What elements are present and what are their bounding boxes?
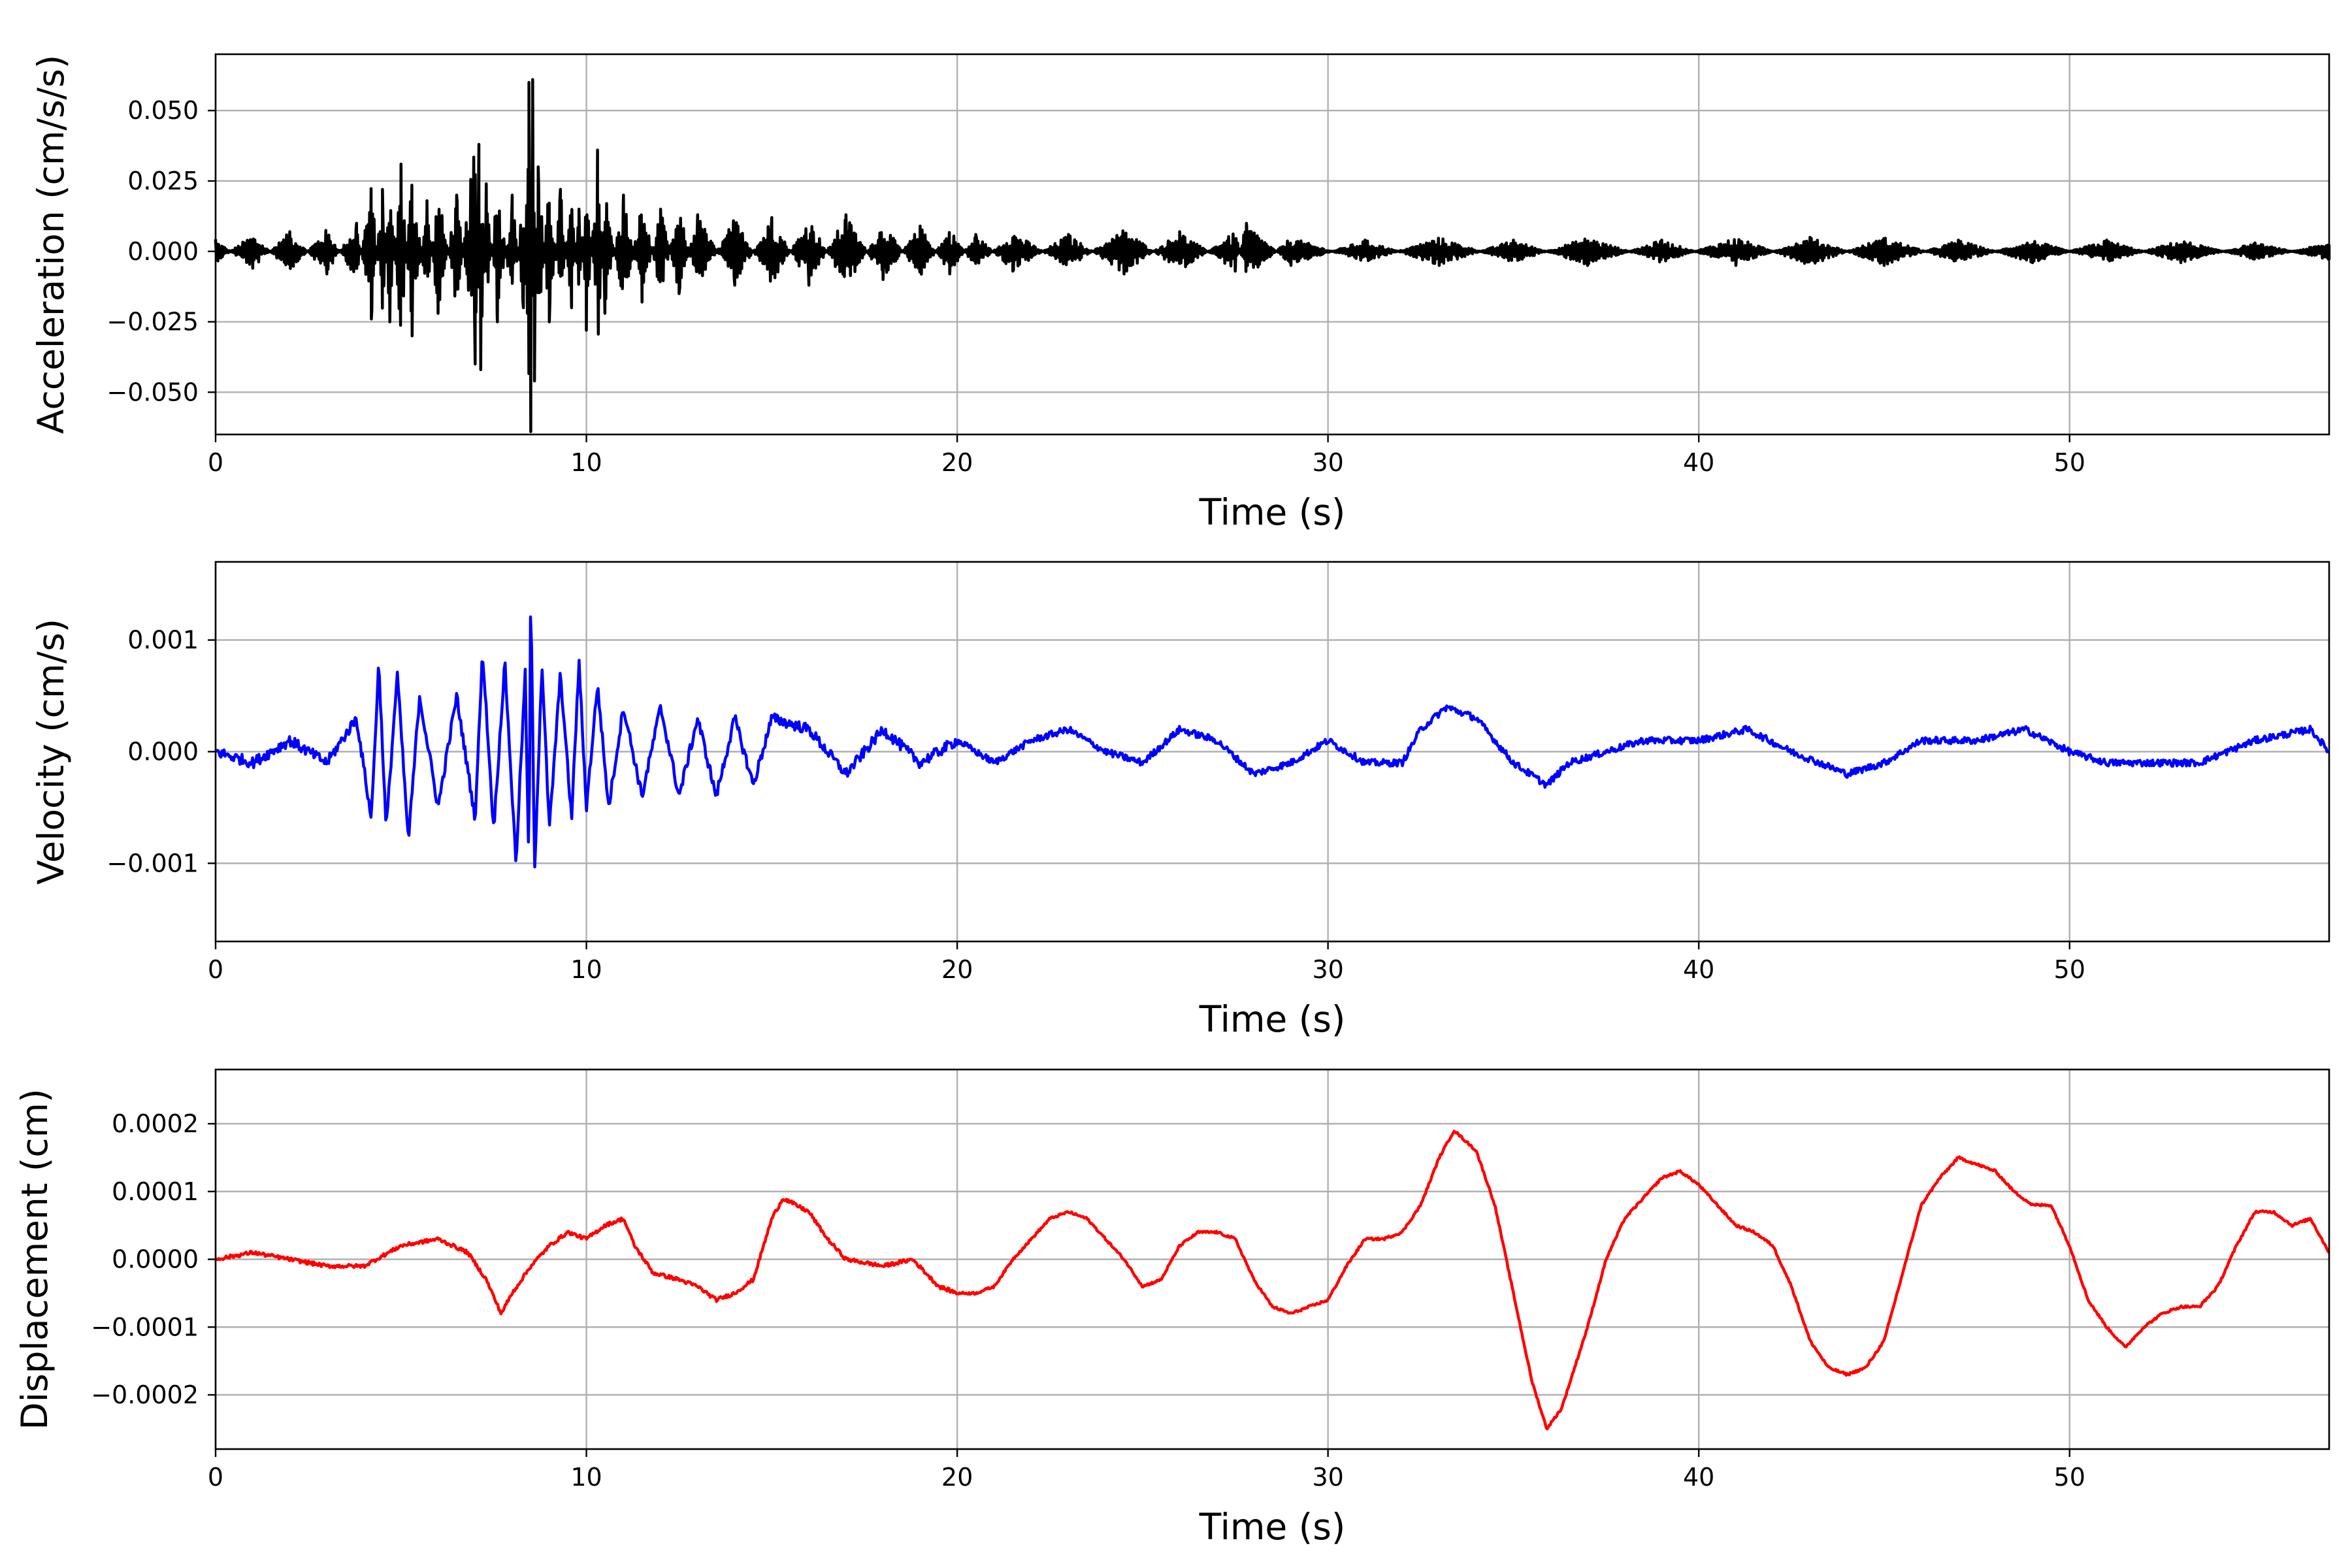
x-tick-label: 0 xyxy=(208,448,223,477)
x-tick-label: 30 xyxy=(1312,1463,1343,1492)
y-tick-label: 0.000 xyxy=(127,738,199,766)
x-axis-label: Time (s) xyxy=(1199,1506,1346,1548)
y-tick-label: 0.000 xyxy=(127,237,199,266)
x-tick-label: 40 xyxy=(1683,1463,1714,1492)
y-tick-label: 0.0000 xyxy=(112,1245,199,1274)
panel-1: 0 10 20 30 40 50 −0.050 −0.025 0.000 0.025 0.050 Ti… xyxy=(30,53,2331,533)
y-tick-label: −0.0002 xyxy=(91,1380,199,1409)
x-tick-label: 50 xyxy=(2054,955,2085,984)
panels: 0 10 20 30 40 50 −0.050 −0.025 0.000 0.025 0.050 Ti… xyxy=(14,53,2331,1548)
x-tick-label: 40 xyxy=(1683,955,1714,984)
y-axis-label: Displacement (cm) xyxy=(14,1088,56,1429)
x-tick-label: 50 xyxy=(2054,448,2085,477)
x-tick-label: 20 xyxy=(941,1463,973,1492)
y-tick-label: −0.001 xyxy=(106,849,199,877)
plot-frame xyxy=(214,53,2330,436)
y-tick-label: 0.050 xyxy=(127,96,199,125)
x-axis-label: Time (s) xyxy=(1199,491,1346,533)
panel-3: 0 10 20 30 40 50 −0.0002 −0.0001 0.0000 0.0001 0.0… xyxy=(14,1068,2330,1548)
y-tick-label: 0.001 xyxy=(127,626,199,655)
panel-2: 0 10 20 30 40 50 −0.001 0.000 0.001 Time (s) Veloc… xyxy=(30,561,2330,1040)
x-tick-label: 40 xyxy=(1683,448,1714,477)
x-axis-label: Time (s) xyxy=(1199,998,1346,1040)
x-tick-label: 0 xyxy=(208,955,223,984)
x-tick-label: 30 xyxy=(1312,955,1343,984)
series-line xyxy=(214,78,2331,433)
y-tick-label: 0.025 xyxy=(127,167,199,195)
y-axis-label: Acceleration (cm/s/s) xyxy=(30,55,72,434)
y-tick-label: 0.0001 xyxy=(112,1177,199,1206)
x-tick-label: 30 xyxy=(1312,448,1343,477)
x-tick-label: 10 xyxy=(570,1463,602,1492)
y-tick-label: −0.025 xyxy=(106,308,199,336)
series-line xyxy=(214,1130,2330,1431)
y-tick-label: 0.0002 xyxy=(112,1109,199,1138)
x-tick-label: 0 xyxy=(208,1463,223,1492)
x-tick-label: 20 xyxy=(941,955,973,984)
y-axis-label: Velocity (cm/s) xyxy=(30,619,72,885)
x-tick-label: 10 xyxy=(570,955,602,984)
series-line xyxy=(214,615,2330,869)
y-tick-label: −0.0001 xyxy=(91,1313,199,1341)
x-tick-label: 10 xyxy=(570,448,602,477)
y-tick-label: −0.050 xyxy=(106,378,199,406)
x-tick-label: 50 xyxy=(2054,1463,2085,1492)
x-tick-label: 20 xyxy=(941,448,973,477)
